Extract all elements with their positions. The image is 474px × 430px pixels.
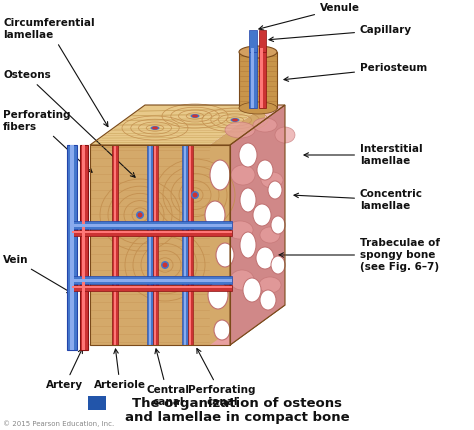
Ellipse shape [243, 278, 261, 302]
Ellipse shape [230, 270, 254, 290]
Ellipse shape [261, 172, 283, 188]
Bar [188, 145, 193, 345]
Text: Interstitial
lamellae: Interstitial lamellae [304, 144, 423, 166]
Ellipse shape [232, 119, 238, 122]
Polygon shape [90, 145, 210, 345]
Bar [259, 48, 266, 108]
Polygon shape [230, 105, 285, 345]
Bar [70, 145, 74, 350]
Ellipse shape [259, 277, 281, 293]
Text: a: a [93, 398, 101, 408]
Ellipse shape [239, 46, 277, 58]
Ellipse shape [137, 212, 143, 218]
Bar [154, 145, 156, 345]
Ellipse shape [275, 127, 295, 143]
Ellipse shape [152, 126, 158, 129]
Bar [260, 48, 263, 108]
Text: Osteons: Osteons [3, 70, 135, 177]
Text: Circumferential
lamellae: Circumferential lamellae [3, 18, 108, 126]
Polygon shape [210, 145, 230, 345]
Ellipse shape [257, 160, 273, 180]
Bar [147, 145, 153, 345]
Ellipse shape [136, 211, 144, 219]
Ellipse shape [214, 320, 230, 340]
Ellipse shape [205, 201, 225, 229]
Bar [239, 52, 277, 108]
Text: Capillary: Capillary [269, 25, 412, 42]
Bar [88, 396, 106, 410]
Text: Concentric
lamellae: Concentric lamellae [294, 189, 423, 211]
Ellipse shape [230, 118, 239, 122]
Ellipse shape [208, 281, 228, 309]
Ellipse shape [151, 126, 159, 130]
Ellipse shape [260, 290, 276, 310]
Bar [72, 279, 232, 282]
Bar [149, 145, 151, 345]
Bar [249, 30, 257, 52]
Polygon shape [90, 305, 285, 345]
Ellipse shape [253, 204, 271, 226]
Ellipse shape [227, 221, 253, 239]
Text: Perforating
fibers: Perforating fibers [3, 110, 92, 172]
Ellipse shape [253, 118, 277, 132]
Ellipse shape [239, 102, 277, 114]
Ellipse shape [161, 261, 169, 269]
Bar [72, 230, 232, 236]
Ellipse shape [192, 114, 198, 117]
Ellipse shape [192, 193, 198, 197]
Bar [72, 285, 232, 291]
Ellipse shape [216, 243, 234, 267]
Bar [153, 145, 158, 345]
Bar [184, 145, 186, 345]
Bar [112, 145, 118, 345]
Text: The organization of osteons: The organization of osteons [132, 396, 342, 409]
Polygon shape [90, 105, 265, 145]
Ellipse shape [271, 216, 285, 234]
Bar [72, 231, 232, 233]
Bar [80, 145, 88, 350]
Text: Vein: Vein [3, 255, 72, 293]
Ellipse shape [191, 191, 199, 199]
Bar [259, 30, 266, 52]
Bar [182, 145, 188, 345]
Bar [72, 224, 232, 227]
Text: Central
canal: Central canal [146, 349, 190, 407]
Bar [249, 48, 257, 108]
Polygon shape [210, 105, 265, 345]
Bar [251, 48, 254, 108]
Bar [67, 145, 77, 350]
Ellipse shape [256, 247, 274, 269]
Ellipse shape [191, 114, 200, 118]
Text: © 2015 Pearson Education, Inc.: © 2015 Pearson Education, Inc. [3, 421, 114, 427]
Ellipse shape [239, 143, 257, 167]
Polygon shape [210, 105, 285, 145]
Ellipse shape [260, 227, 280, 243]
Bar [114, 145, 116, 345]
Ellipse shape [225, 122, 255, 138]
Bar [189, 145, 191, 345]
Text: Arteriole: Arteriole [94, 349, 146, 390]
Bar [82, 145, 85, 350]
Text: Trabeculae of
spongy bone
(see Fig. 6–7): Trabeculae of spongy bone (see Fig. 6–7) [279, 238, 440, 272]
Ellipse shape [231, 165, 255, 185]
Ellipse shape [268, 181, 282, 199]
Text: Perforating
canal: Perforating canal [188, 349, 256, 407]
Ellipse shape [271, 256, 285, 274]
Text: Venule: Venule [259, 3, 360, 30]
Text: and lamellae in compact bone: and lamellae in compact bone [125, 412, 349, 424]
Ellipse shape [240, 232, 256, 258]
Text: Periosteum: Periosteum [284, 63, 427, 81]
Text: Artery: Artery [46, 349, 83, 390]
Bar [72, 286, 232, 288]
Ellipse shape [163, 262, 167, 267]
Bar [72, 276, 232, 284]
Ellipse shape [210, 160, 230, 190]
Ellipse shape [240, 188, 256, 212]
Bar [72, 221, 232, 229]
